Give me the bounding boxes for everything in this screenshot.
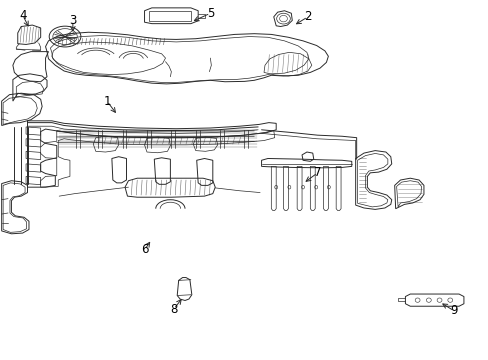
Text: 9: 9	[449, 305, 457, 318]
Text: 6: 6	[141, 243, 148, 256]
Text: 7: 7	[313, 166, 321, 179]
Text: 1: 1	[103, 95, 110, 108]
Text: 4: 4	[19, 9, 26, 22]
Text: 8: 8	[170, 303, 177, 316]
Text: 3: 3	[69, 14, 77, 27]
Text: 2: 2	[304, 10, 311, 23]
Text: 5: 5	[206, 7, 214, 20]
